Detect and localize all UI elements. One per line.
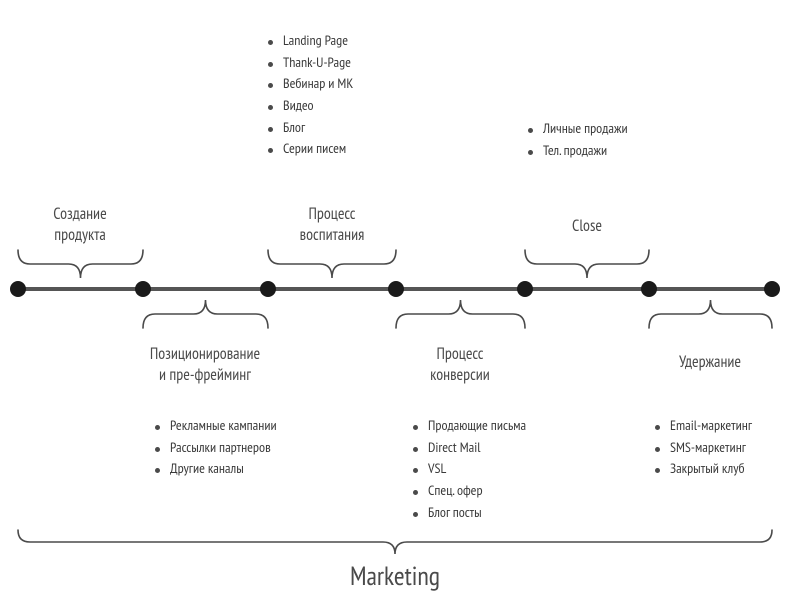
list-item-text: Email-маркетинг: [670, 415, 752, 437]
list-item: VSL: [413, 458, 526, 480]
bullets-top-nurture: Landing PageThank-U-PageВебинар и МКВиде…: [268, 30, 353, 160]
stage-label-3: Процесс конверсии: [370, 344, 550, 386]
bullets-bottom-position: Рекламные кампанииРассылки партнеровДруг…: [155, 415, 277, 480]
list-item-text: Direct Mail: [428, 437, 481, 459]
bullet-icon: [413, 490, 418, 495]
list-item: Тел. продажи: [528, 140, 628, 162]
list-item: Вебинар и МК: [268, 73, 353, 95]
list-item: Landing Page: [268, 30, 353, 52]
list-item: Thank-U-Page: [268, 52, 353, 74]
bullet-icon: [155, 468, 160, 473]
list-item-text: Рекламные кампании: [170, 415, 277, 437]
bullet-icon: [155, 447, 160, 452]
list-item-text: Личные продажи: [543, 118, 628, 140]
bullet-icon: [655, 468, 660, 473]
list-item: Серии писем: [268, 138, 353, 160]
list-item: Спец. офер: [413, 480, 526, 502]
list-item: Email-маркетинг: [655, 415, 752, 437]
list-item: Другие каналы: [155, 458, 277, 480]
list-item-text: Блог: [283, 117, 305, 139]
list-item: Рассылки партнеров: [155, 437, 277, 459]
bullet-icon: [268, 148, 273, 153]
stage-label-5: Удержание: [620, 352, 790, 373]
bullet-icon: [268, 62, 273, 67]
list-item: Блог: [268, 117, 353, 139]
bullet-icon: [413, 425, 418, 430]
bullet-icon: [268, 40, 273, 45]
bullet-icon: [528, 128, 533, 133]
stage-label-0: Создание продукта: [0, 204, 170, 246]
list-item-text: Вебинар и МК: [283, 73, 353, 95]
list-item-text: Landing Page: [283, 30, 348, 52]
list-item-text: VSL: [428, 458, 446, 480]
bullets-top-close: Личные продажиТел. продажи: [528, 118, 628, 161]
bullet-icon: [268, 127, 273, 132]
list-item-text: Серии писем: [283, 138, 346, 160]
list-item-text: Закрытый клуб: [670, 458, 745, 480]
list-item-text: Видео: [283, 95, 314, 117]
bullet-icon: [655, 425, 660, 430]
list-item: Продающие письма: [413, 415, 526, 437]
list-item-text: Другие каналы: [170, 458, 244, 480]
bullet-icon: [528, 150, 533, 155]
stage-label-4: Close: [497, 216, 677, 237]
stage-label-1: Позиционирование и пре-фрейминг: [115, 344, 295, 386]
bullet-icon: [413, 468, 418, 473]
bullet-icon: [655, 447, 660, 452]
list-item: Личные продажи: [528, 118, 628, 140]
bullet-icon: [413, 447, 418, 452]
bullet-icon: [413, 512, 418, 517]
list-item-text: SMS-маркетинг: [670, 437, 746, 459]
bullets-bottom-convert: Продающие письмаDirect MailVSLСпец. офер…: [413, 415, 526, 523]
list-item-text: Тел. продажи: [543, 140, 607, 162]
bullet-icon: [155, 425, 160, 430]
stage-label-2: Процесс воспитания: [242, 204, 422, 246]
list-item: Закрытый клуб: [655, 458, 752, 480]
list-item-text: Спец. офер: [428, 480, 483, 502]
bullet-icon: [268, 83, 273, 88]
list-item: Direct Mail: [413, 437, 526, 459]
list-item-text: Рассылки партнеров: [170, 437, 271, 459]
list-item: Видео: [268, 95, 353, 117]
list-item-text: Thank-U-Page: [283, 52, 351, 74]
bullet-icon: [268, 105, 273, 110]
list-item-text: Продающие письма: [428, 415, 526, 437]
list-item: SMS-маркетинг: [655, 437, 752, 459]
footer-title: Marketing: [0, 560, 790, 593]
list-item-text: Блог посты: [428, 502, 482, 524]
list-item: Рекламные кампании: [155, 415, 277, 437]
bullets-bottom-retain: Email-маркетингSMS-маркетингЗакрытый клу…: [655, 415, 752, 480]
list-item: Блог посты: [413, 502, 526, 524]
diagram-svg: [0, 0, 790, 595]
